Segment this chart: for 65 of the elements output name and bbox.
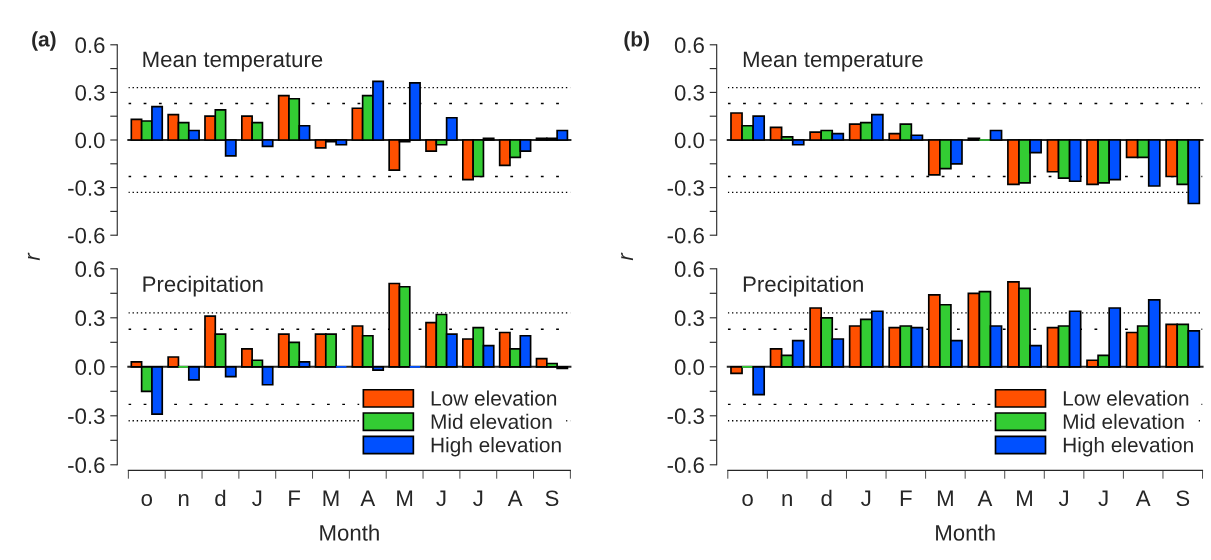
x-tick-label: J [473,490,483,507]
legend-label: Low elevation [431,390,557,406]
x-tick-label: A [1135,490,1151,506]
chart-title: Precipitation [743,275,863,297]
y-axis-title: r [621,252,633,261]
x-tick-label: J [436,490,446,507]
y-tick-label: 0.3 [75,84,105,101]
chart-title: Precipitation [143,275,263,297]
y-tick-label: 0.0 [75,359,105,376]
y-tick-label: -0.6 [667,227,704,244]
x-tick-label: n [782,493,792,506]
y-tick-label: 0.3 [75,310,105,327]
y-tick-label: 0.3 [674,310,704,327]
x-tick-label: F [900,490,912,506]
x-tick-label: S [545,490,559,507]
y-tick-label: 0.0 [674,359,705,376]
legend-label: High elevation [1063,437,1193,457]
y-tick-label: -0.3 [68,408,105,425]
x-tick-label: d [215,489,226,507]
x-tick-label: M [397,490,413,506]
x-tick-label: J [1058,490,1068,507]
y-tick-label: -0.3 [68,180,105,196]
chart-title: Mean temperature [143,51,323,72]
x-tick-label: J [1098,490,1108,507]
bar [730,365,743,375]
y-axis-title: r [27,252,40,261]
legend-label: High elevation [431,437,561,457]
x-tick-label: M [323,490,339,506]
x-axis-title: Month [936,524,995,541]
chart-title: Mean temperature [743,51,923,72]
bar [989,129,1003,141]
y-tick-label: 0.6 [674,37,704,54]
bar [752,365,766,396]
y-tick-label: 0.6 [75,261,105,278]
bar [167,356,180,368]
legend-label: Mid elevation [1063,413,1184,430]
legend-label: Mid elevation [431,413,552,430]
x-tick-label: J [861,490,871,507]
x-axis-title: Month [320,524,379,541]
x-tick-label: o [141,493,153,507]
x-tick-label: M [1017,490,1032,506]
bar [187,365,200,381]
x-tick-label: F [289,490,301,506]
y-tick-label: -0.3 [667,408,704,425]
y-tick-label: -0.3 [667,180,704,196]
text: (a) [32,31,56,51]
x-tick-label: J [252,490,262,507]
y-tick-label: 0.6 [75,37,105,54]
text: (b) [624,31,649,51]
y-tick-label: -0.6 [68,457,105,474]
y-tick-label: 0.3 [674,84,704,101]
x-tick-label: A [977,490,993,506]
x-tick-label: n [178,493,189,506]
y-tick-label: -0.6 [667,457,704,474]
y-tick-label: -0.6 [68,227,105,244]
x-tick-label: S [1176,490,1190,507]
x-tick-label: A [360,490,376,506]
legend-label: Low elevation [1063,390,1189,406]
y-tick-label: 0.0 [674,132,705,149]
x-tick-label: o [742,493,753,507]
x-tick-label: d [821,489,832,507]
y-tick-label: 0.0 [75,132,105,149]
y-tick-label: 0.6 [674,261,704,278]
x-tick-label: M [937,490,953,506]
x-tick-label: A [507,490,523,506]
